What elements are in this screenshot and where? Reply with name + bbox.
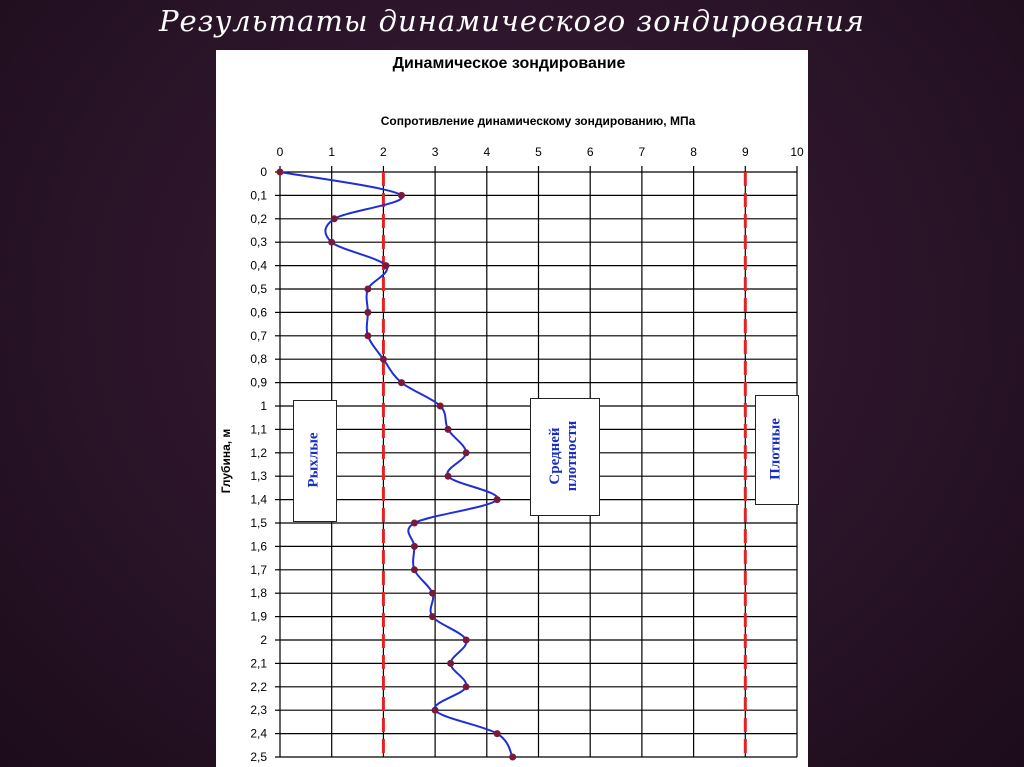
y-tick-label: 1,6 — [250, 539, 267, 553]
y-tick-label: 0,9 — [250, 376, 267, 390]
y-tick-label: 0,4 — [250, 259, 267, 273]
data-point — [410, 566, 418, 574]
y-tick-label: 1,8 — [250, 586, 267, 600]
x-tick-label: 6 — [587, 145, 594, 159]
x-tick-label: 9 — [742, 145, 749, 159]
x-tick-label: 7 — [639, 145, 646, 159]
y-tick-label: 2,4 — [250, 727, 267, 741]
tick-layer: 0 1 2 3 4 5 6 7 8 9 10 0 0,1 0,2 0,3 0,4 0,5 0,6 0,7 0,8 0,9… — [250, 145, 804, 764]
x-tick-label: 10 — [790, 145, 804, 159]
zone-label-medium: Средней плотности — [547, 420, 580, 492]
y-tick-label: 0,3 — [250, 235, 267, 249]
y-tick-label: 0,2 — [250, 212, 267, 226]
y-tick-label: 2,3 — [250, 703, 267, 717]
data-point — [382, 262, 390, 270]
chart-panel: Динамическое зондирование Сопротивление … — [216, 50, 808, 767]
y-tick-label: 0,1 — [250, 188, 267, 202]
y-tick-label: 2,1 — [250, 656, 267, 670]
x-tick-label: 2 — [380, 145, 387, 159]
series-layer — [276, 168, 517, 761]
data-point — [444, 425, 452, 433]
y-tick-label: 1,7 — [250, 563, 267, 577]
y-tick-label: 1,1 — [250, 422, 267, 436]
data-point — [364, 308, 372, 316]
data-point — [364, 285, 372, 293]
data-point — [364, 332, 372, 340]
data-point — [379, 355, 387, 363]
slide-title: Результаты динамического зондирования — [158, 4, 866, 38]
data-point — [410, 519, 418, 527]
y-tick-label: 2 — [260, 633, 267, 647]
y-axis-label: Глубина, м — [219, 429, 233, 494]
x-axis-label: Сопротивление динамическому зондированию… — [381, 114, 696, 128]
data-point — [493, 496, 501, 504]
data-point — [462, 683, 470, 691]
data-point — [429, 613, 437, 621]
y-tick-label: 0,6 — [250, 305, 267, 319]
x-tick-label: 4 — [483, 145, 490, 159]
y-tick-label: 0 — [260, 165, 267, 179]
zone-box-dense — [755, 395, 799, 505]
y-tick-label: 0,7 — [250, 329, 267, 343]
series-line — [279, 171, 514, 758]
data-point — [509, 753, 517, 761]
data-point — [429, 589, 437, 597]
x-tick-label: 1 — [328, 145, 335, 159]
y-tick-label: 1,5 — [250, 516, 267, 530]
y-tick-label: 1,4 — [250, 493, 267, 507]
y-tick-label: 2,5 — [250, 750, 267, 764]
data-point — [431, 706, 439, 714]
data-point — [328, 238, 336, 246]
zone-box-loose — [293, 400, 337, 522]
y-tick-label: 2,2 — [250, 680, 267, 694]
y-tick-label: 1 — [260, 399, 267, 413]
x-tick-label: 3 — [432, 145, 439, 159]
x-tick-label: 8 — [690, 145, 697, 159]
data-point — [276, 168, 284, 176]
x-tick-label: 5 — [535, 145, 542, 159]
y-tick-label: 0,5 — [250, 282, 267, 296]
data-point — [436, 402, 444, 410]
data-point — [410, 542, 418, 550]
y-tick-label: 1,2 — [250, 446, 267, 460]
zone-label-dense: Плотные — [767, 418, 784, 480]
zone-box-medium — [530, 398, 600, 516]
y-tick-label: 0,8 — [250, 352, 267, 366]
data-point — [397, 191, 405, 199]
threshold-layer — [381, 172, 747, 757]
data-point — [493, 730, 501, 738]
zone-label-loose: Рыхлые — [305, 432, 322, 488]
chart-title: Динамическое зондирование — [393, 55, 626, 72]
data-point — [447, 659, 455, 667]
y-tick-label: 1,3 — [250, 469, 267, 483]
data-point — [444, 472, 452, 480]
data-point — [397, 379, 405, 387]
data-point — [330, 215, 338, 223]
data-point — [462, 636, 470, 644]
data-point — [462, 449, 470, 457]
x-tick-label: 0 — [277, 145, 284, 159]
y-tick-label: 1,9 — [250, 610, 267, 624]
